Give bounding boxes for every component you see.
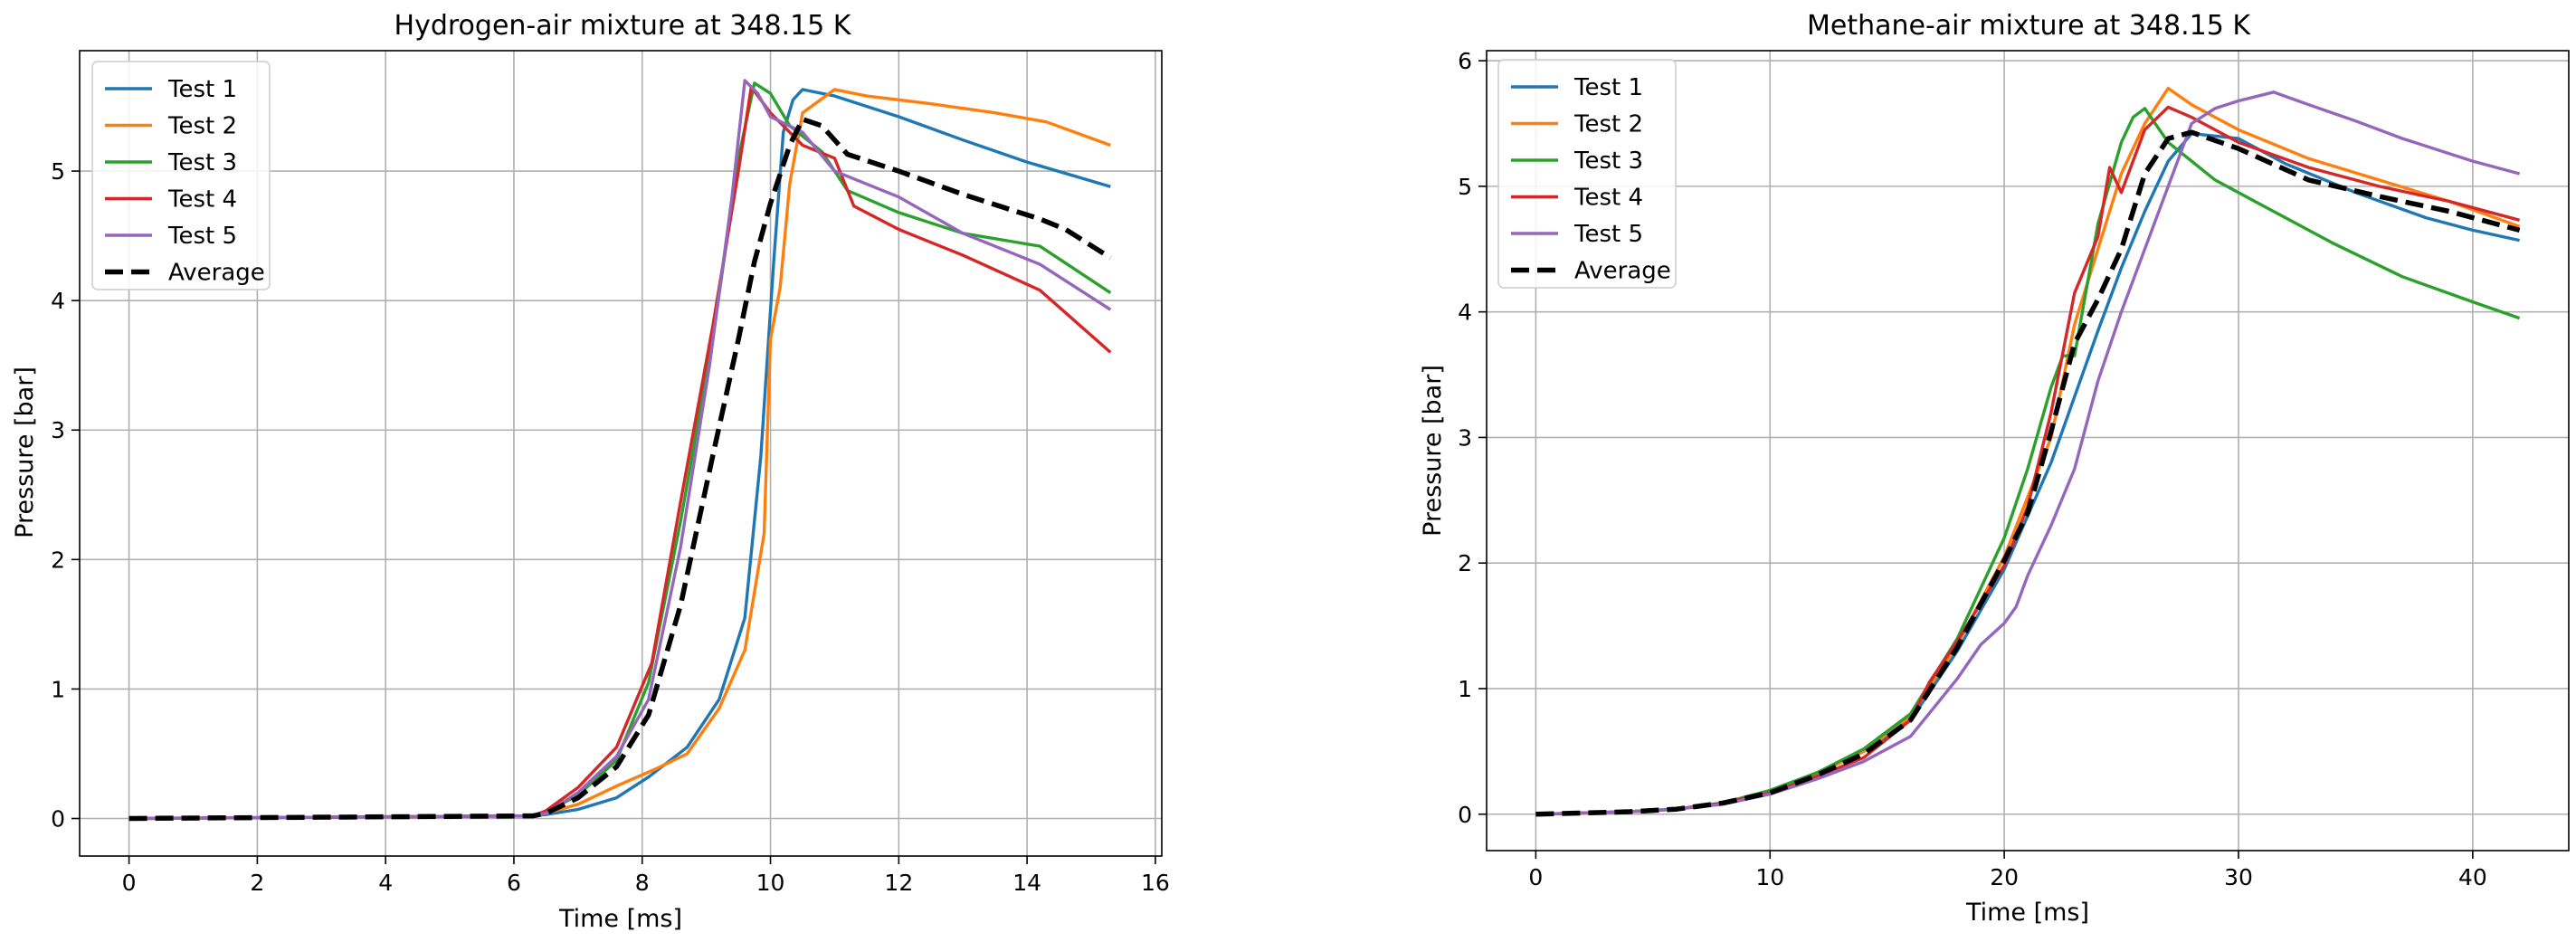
- y-tick-label: 2: [51, 547, 65, 573]
- x-tick-label: 20: [1990, 864, 2019, 890]
- y-tick-label: 2: [1458, 550, 1472, 576]
- legend-label: Test 5: [167, 223, 237, 250]
- y-tick-label: 0: [1458, 802, 1472, 828]
- series-line-test-5: [128, 79, 1112, 821]
- series-lines: [1535, 86, 2521, 817]
- series-line-test-5: [1535, 90, 2521, 816]
- x-tick-label: 12: [884, 870, 913, 896]
- series-line-test-4: [1535, 105, 2521, 816]
- legend-label: Test 3: [167, 149, 237, 176]
- y-axis-label: Pressure [bar]: [1419, 365, 1447, 537]
- legend-label: Test 2: [167, 113, 237, 140]
- methane-chart: Methane-air mixture at 348.15 K 0 10 20 30 4…: [1419, 10, 2570, 927]
- x-tick-label: 40: [2458, 864, 2487, 890]
- legend-label: Test 4: [1573, 185, 1643, 212]
- y-tick-label: 3: [51, 417, 65, 443]
- x-tick-label: 2: [250, 870, 264, 896]
- y-tick-label: 3: [1458, 424, 1472, 451]
- x-axis-label: Time [ms]: [558, 905, 682, 933]
- x-tick-label: 8: [635, 870, 650, 896]
- chart-title: Hydrogen-air mixture at 348.15 K: [394, 10, 852, 42]
- x-tick-label: 6: [507, 870, 521, 896]
- plot-frame: [79, 50, 1163, 857]
- legend-label: Test 1: [167, 76, 237, 103]
- legend-box: [1497, 59, 1677, 289]
- x-tick-label: 16: [1141, 870, 1170, 896]
- y-tick-label: 4: [51, 288, 65, 314]
- series-line-test-4: [128, 85, 1112, 821]
- x-axis-label: Time [ms]: [1965, 899, 2089, 927]
- series-line-test-1: [128, 88, 1111, 821]
- legend-label: Average: [168, 260, 265, 287]
- y-tick-label: 5: [51, 158, 65, 185]
- x-tick-label: 14: [1012, 870, 1041, 896]
- y-axis-label: Pressure [bar]: [11, 366, 39, 538]
- series-line-test-3: [1535, 107, 2521, 816]
- y-tick-label: 6: [1458, 48, 1472, 74]
- legend-label: Average: [1574, 258, 1671, 285]
- axis-ticks: 0 10 20 30 40 0 1 2 3 4 5 6: [1458, 48, 2487, 890]
- x-tick-label: 4: [378, 870, 393, 896]
- grid: [80, 51, 1162, 856]
- series-line-average: [128, 117, 1112, 822]
- legend-label: Test 1: [1573, 74, 1643, 101]
- legend: Test 1 Test 2 Test 3 Test 4 Test 5 Average: [91, 61, 271, 290]
- legend: Test 1 Test 2 Test 3 Test 4 Test 5 Average: [1497, 59, 1677, 289]
- y-tick-label: 1: [51, 676, 65, 702]
- x-tick-label: 10: [756, 870, 785, 896]
- series-line-test-1: [1535, 131, 2520, 816]
- y-tick-label: 0: [51, 806, 65, 833]
- y-tick-label: 4: [1458, 300, 1472, 326]
- series-line-test-3: [128, 81, 1112, 821]
- legend-label: Test 4: [167, 186, 237, 214]
- x-tick-label: 30: [2224, 864, 2253, 890]
- plot-frame: [1486, 50, 2570, 852]
- x-tick-label: 0: [122, 870, 137, 896]
- legend-label: Test 5: [1573, 221, 1643, 248]
- chart-title: Methane-air mixture at 348.15 K: [1807, 10, 2251, 42]
- y-tick-label: 1: [1458, 676, 1472, 702]
- legend-box: [91, 61, 271, 290]
- series-lines: [128, 79, 1112, 822]
- series-line-test-2: [128, 88, 1111, 821]
- y-tick-label: 5: [1458, 174, 1472, 200]
- x-tick-label: 0: [1528, 864, 1543, 890]
- legend-label: Test 2: [1573, 111, 1643, 138]
- legend-label: Test 3: [1573, 147, 1643, 175]
- x-tick-label: 10: [1755, 864, 1784, 890]
- grid: [1487, 51, 2569, 851]
- hydrogen-chart: Hydrogen-air mixture at 348.15 K 0 2 4 6 8 10…: [11, 10, 1170, 933]
